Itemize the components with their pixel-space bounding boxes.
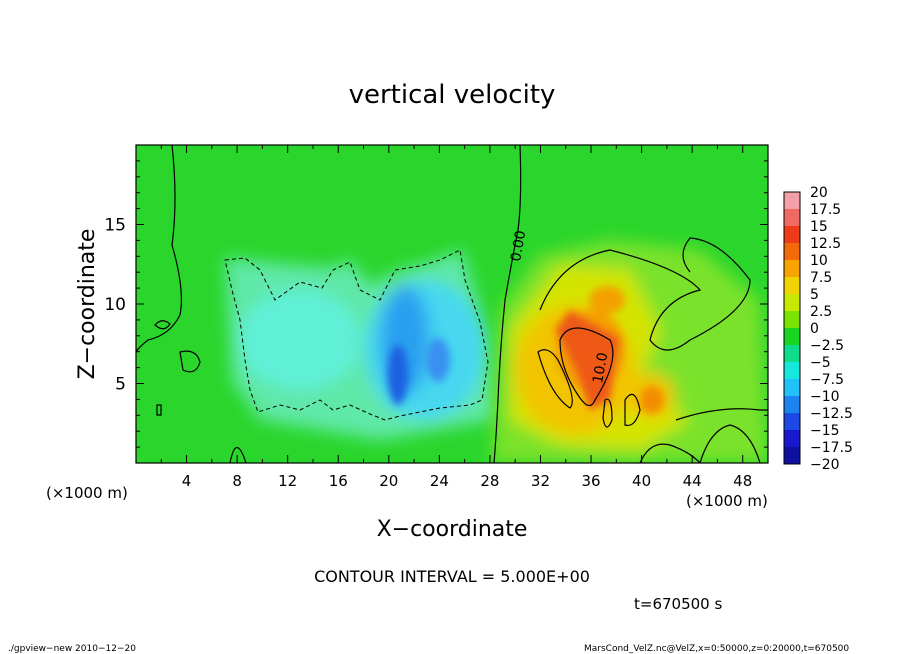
colorbar-label: 7.5: [810, 270, 832, 286]
x-tick-label: 40: [632, 472, 651, 490]
colorbar-swatch: [784, 192, 800, 210]
colorbar-label: −20: [810, 457, 840, 473]
colorbar-label: −17.5: [810, 440, 853, 456]
colorbar-label: 10: [810, 253, 828, 269]
x-axis: 4 8 12 16 20 24 28 32 36 40 44 48: [160, 145, 752, 490]
y-axis: 5 10 15: [104, 160, 768, 448]
colorbar-swatch: [784, 413, 800, 431]
x-tick-label: 16: [329, 472, 348, 490]
colorbar: 2017.51512.5107.552.50−2.5−5−7.5−10−12.5…: [783, 185, 853, 473]
y-tick-label: 5: [115, 375, 126, 395]
colorbar-swatch: [784, 226, 800, 244]
x-axis-label: X−coordinate: [377, 517, 528, 542]
x-tick-label: 4: [182, 472, 192, 490]
x-tick-label: 44: [683, 472, 702, 490]
colorbar-label: −10: [810, 389, 840, 405]
colorbar-swatch: [784, 447, 800, 465]
colorbar-label: −12.5: [810, 406, 853, 422]
x-tick-label: 48: [733, 472, 752, 490]
footer-right: MarsCond_VelZ.nc@VelZ,x=0:50000,z=0:2000…: [584, 644, 849, 654]
colorbar-label: 15: [810, 219, 828, 235]
colorbar-label: −5: [810, 355, 831, 371]
colorbar-swatch: [784, 294, 800, 312]
contour-interval: CONTOUR INTERVAL = 5.000E+00: [314, 567, 590, 586]
y-tick-label: 10: [104, 295, 126, 315]
x-tick-label: 36: [581, 472, 600, 490]
colorbar-label: 20: [810, 185, 828, 201]
colorbar-swatch: [784, 209, 800, 227]
x-tick-label: 24: [430, 472, 449, 490]
time-label: t=670500 s: [634, 595, 722, 613]
colorbar-swatch: [784, 430, 800, 448]
colorbar-swatch: [784, 328, 800, 346]
colorbar-swatch: [784, 277, 800, 295]
y-tick-label: 15: [104, 216, 126, 236]
x-tick-label: 20: [379, 472, 398, 490]
x-tick-label: 28: [480, 472, 499, 490]
colorbar-swatch: [784, 260, 800, 278]
colorbar-label: 2.5: [810, 304, 832, 320]
colorbar-label: −15: [810, 423, 840, 439]
colorbar-swatch: [784, 311, 800, 329]
x-unit-right: (×1000 m): [686, 492, 768, 510]
chart-title: vertical velocity: [349, 80, 556, 110]
colorbar-label: 0: [810, 321, 819, 337]
colorbar-label: −2.5: [810, 338, 844, 354]
contour-label-zero: 0.00: [508, 229, 529, 262]
plot-field: 0.00 10.0: [136, 145, 768, 463]
x-tick-label: 8: [232, 472, 242, 490]
colorbar-frame: [783, 191, 801, 465]
y-axis-label: Z−coordinate: [75, 229, 100, 380]
colorbar-label: 17.5: [810, 202, 841, 218]
colorbar-label: −7.5: [810, 372, 844, 388]
colorbar-label: 5: [810, 287, 819, 303]
colorbar-swatch: [784, 243, 800, 261]
colorbar-label: 12.5: [810, 236, 841, 252]
footer-left: ./gpview−new 2010−12−20: [8, 644, 136, 654]
x-unit-left: (×1000 m): [46, 484, 128, 502]
colorbar-swatch: [784, 379, 800, 397]
x-tick-label: 12: [278, 472, 297, 490]
x-tick-label: 32: [531, 472, 550, 490]
colorbar-swatch: [784, 362, 800, 380]
colorbar-swatch: [784, 396, 800, 414]
contour-label-ten: 10.0: [590, 351, 611, 384]
colorbar-swatch: [784, 345, 800, 363]
